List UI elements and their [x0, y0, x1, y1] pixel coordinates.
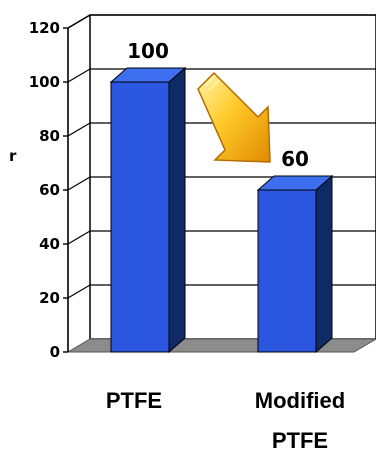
- gridline-side: [67, 284, 91, 299]
- y-tick-label: 120: [29, 19, 60, 37]
- bar: [257, 189, 317, 353]
- y-tick-label: 40: [39, 235, 60, 253]
- bar-side: [168, 66, 186, 354]
- bar: [110, 81, 170, 353]
- y-tick-label: 100: [29, 73, 60, 91]
- data-label: 60: [281, 147, 309, 171]
- y-axis-label: r: [9, 147, 17, 165]
- category-label-line: Modified: [255, 388, 345, 413]
- y-tick-label: 60: [39, 181, 60, 199]
- data-labels: 100 60: [127, 39, 309, 171]
- y-tick-label: 80: [39, 127, 60, 145]
- gridline-side: [67, 176, 91, 191]
- gridline-side: [67, 122, 91, 137]
- trend-arrow-icon: [197, 71, 271, 163]
- category-label-line: PTFE: [272, 428, 328, 453]
- data-label: 100: [127, 39, 169, 63]
- category-label: PTFE: [106, 388, 162, 413]
- category-labels: PTFE Modified PTFE: [106, 388, 345, 453]
- gridline-side: [67, 68, 91, 83]
- y-axis: 0 20 40 60 80 100 120: [29, 19, 69, 361]
- y-tick-label: 0: [50, 343, 60, 361]
- gridline-side: [67, 14, 91, 29]
- bars: [109, 66, 334, 354]
- bar-side: [315, 174, 333, 354]
- category-label-line: PTFE: [106, 388, 162, 413]
- category-label: Modified PTFE: [255, 388, 345, 453]
- gridline-side: [67, 230, 91, 245]
- y-tick-label: 20: [39, 289, 60, 307]
